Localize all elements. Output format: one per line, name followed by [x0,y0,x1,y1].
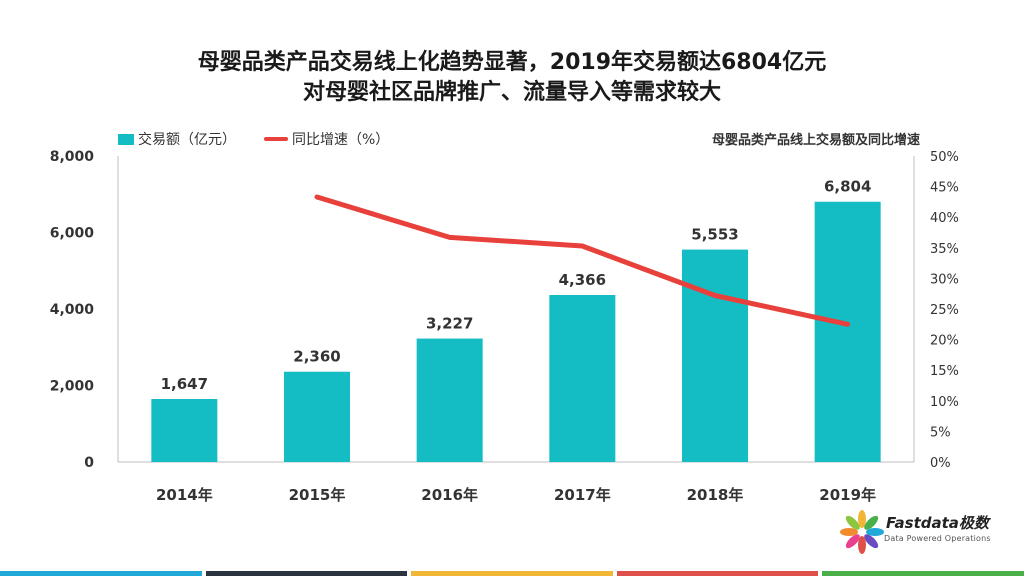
chart-title-line2: 对母婴社区品牌推广、流量导入等需求较大 [302,80,721,105]
y-left-tick-label: 8,000 [50,149,95,165]
y-left-tick-label: 0 [84,455,94,471]
legend-item-line: 同比增速（%） [264,129,389,149]
y-left-tick-label: 4,000 [50,302,95,318]
bar-data-label: 4,366 [559,271,606,289]
chart-subtitle: 母婴品类产品线上交易额及同比增速 [711,133,920,148]
footer-segment-2 [205,571,408,576]
x-tick-label: 2016年 [421,486,478,504]
y-right-tick-label: 20% [930,334,959,349]
y-right-tick-label: 40% [930,211,959,226]
legend-bar-swatch [118,133,134,145]
bar [682,249,748,462]
y-right-tick-label: 15% [930,364,959,379]
y-right-tick-label: 50% [930,150,959,165]
y-right-tick-label: 10% [930,395,959,410]
footer-segment-1 [0,571,202,576]
footer-segment-4 [616,571,819,576]
bar [151,399,218,462]
y-right-tick-label: 30% [930,272,959,287]
growth-rate-line [314,194,851,327]
bar [814,201,881,462]
y-right-tick-label: 5% [930,425,951,440]
chart-title-line1: 母婴品类产品交易线上化趋势显著，2019年交易额达6804亿元 [197,50,827,75]
y-right-tick-label: 45% [930,181,959,196]
bar-data-label: 6,804 [824,178,871,196]
x-tick-label: 2019年 [819,486,876,504]
logo-name: Fastdata极数 [886,514,989,532]
bar-data-label: 3,227 [426,315,473,333]
fastdata-logo-icon [840,510,884,554]
bar-data-label: 5,553 [691,226,738,244]
bar [416,338,483,462]
bar-data-label: 1,647 [161,375,208,393]
footer-segment-3 [411,571,613,576]
x-tick-label: 2018年 [687,486,744,504]
legend-item-bar: 交易额（亿元） [118,129,236,149]
legend-line-label: 同比增速（%） [292,132,390,148]
bar-data-label: 2,360 [293,348,340,366]
legend-line-swatch [264,137,288,141]
y-right-tick-label: 35% [930,242,959,257]
legend-bar-label: 交易额（亿元） [138,132,236,148]
logo-tagline: Data Powered Operations [884,534,991,543]
y-left-tick-label: 6,000 [50,226,95,242]
bar [284,371,350,462]
chart-legend: 交易额（亿元） 同比增速（%） [118,129,417,149]
x-tick-label: 2017年 [554,486,611,504]
bar [549,295,616,462]
footer-color-strip [0,571,1024,576]
y-right-tick-label: 25% [930,303,959,318]
y-right-tick-label: 0% [930,456,951,471]
x-tick-label: 2014年 [156,486,213,504]
x-tick-label: 2015年 [289,486,346,504]
footer-segment-5 [822,571,1024,576]
y-left-tick-label: 2,000 [50,379,95,395]
